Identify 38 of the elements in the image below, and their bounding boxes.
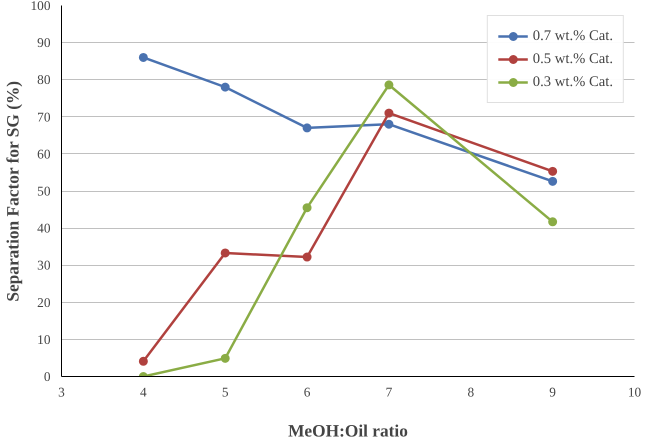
point — [138, 356, 148, 366]
x-tick-label: 10 — [628, 384, 642, 400]
x-axis-title: MeOH:Oil ratio — [288, 422, 408, 440]
point — [220, 82, 230, 92]
x-tick-label: 6 — [304, 384, 311, 400]
y-axis-title: Separation Factor for SG (%) — [4, 80, 23, 302]
y-tick-label: 10 — [37, 332, 51, 347]
y-tick-label: 40 — [37, 220, 51, 236]
legend-label: 0.5 wt.% Cat. — [532, 50, 613, 68]
y-tick-label: 70 — [37, 109, 51, 124]
point — [548, 166, 558, 176]
y-tick-label: 50 — [37, 184, 51, 198]
point — [302, 252, 312, 262]
point — [220, 248, 230, 258]
y-tick-label: 100 — [30, 0, 51, 13]
legend-label: 0.3 wt.% Cat. — [532, 74, 613, 90]
point — [384, 80, 394, 90]
x-tick-label: 9 — [549, 384, 556, 400]
x-tick-label: 8 — [467, 384, 474, 400]
point — [384, 108, 394, 118]
y-tick-label: 30 — [37, 258, 51, 273]
y-tick-label: 20 — [37, 294, 51, 310]
x-tick-label: 4 — [140, 384, 148, 400]
x-tick-label: 7 — [386, 384, 393, 400]
x-tick-label: 3 — [58, 384, 66, 400]
point — [548, 217, 558, 226]
point — [220, 354, 230, 363]
point — [548, 176, 558, 186]
y-tick-label: 60 — [37, 146, 51, 162]
legend-label: 0.7 wt.% Cat. — [532, 28, 613, 44]
y-tick-label: 0 — [44, 369, 51, 384]
point — [384, 120, 394, 129]
point — [302, 123, 312, 132]
point — [138, 52, 148, 62]
y-tick-label: 80 — [37, 72, 51, 88]
y-tick-label: 90 — [37, 35, 51, 50]
point — [302, 203, 312, 212]
x-tick-label: 5 — [222, 384, 229, 400]
